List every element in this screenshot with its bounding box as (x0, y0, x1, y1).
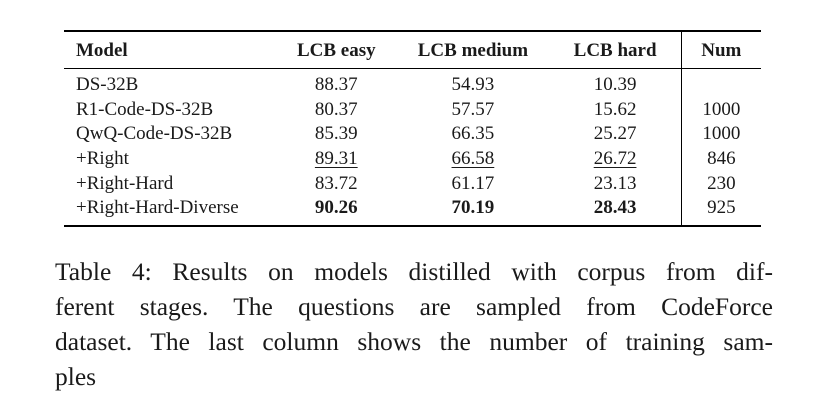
cell-num (680, 68, 761, 98)
caption-line: ferent stages. The questions are sampled… (55, 292, 773, 321)
results-table-container: Model LCB easy LCB medium LCB hard Num D… (64, 30, 761, 227)
header-model: Model (64, 31, 277, 69)
cell-lcb-medium-second-best: 66.58 (396, 147, 549, 172)
header-lcb-medium: LCB medium (396, 31, 550, 69)
header-lcb-easy: LCB easy (276, 31, 397, 69)
table-row: DS-32B 88.37 54.93 10.39 (64, 68, 761, 98)
cell-model: +Right (76, 148, 129, 170)
cell-lcb-medium: 54.93 (451, 74, 495, 96)
header-lcb-hard: LCB hard (549, 31, 682, 69)
cell-lcb-easy-best: 90.26 (314, 197, 358, 219)
caption-line: Table 4: Results on models distilled wit… (55, 257, 773, 286)
cell-lcb-hard: 10.39 (593, 74, 637, 96)
cell-model: QwQ-Code-DS-32B (76, 123, 233, 145)
cell-lcb-easy: 88.37 (314, 74, 358, 96)
underlined-value: 26.72 (593, 148, 637, 170)
cell-lcb-hard-best: 28.43 (593, 197, 637, 219)
table-header-row: Model LCB easy LCB medium LCB hard Num (64, 31, 761, 69)
results-table: Model LCB easy LCB medium LCB hard Num D… (64, 30, 761, 227)
header-num: Num (680, 31, 761, 69)
table-caption: Table 4: Results on models distilled wit… (55, 254, 773, 394)
cell-lcb-easy: 85.39 (314, 123, 358, 145)
cell-num: 1000 (680, 122, 761, 147)
cell-lcb-hard: 25.27 (593, 123, 637, 145)
underlined-value: 66.58 (451, 148, 495, 170)
table-row: +Right 89.31 66.58 26.72 846 (64, 146, 761, 172)
cell-lcb-medium: 66.35 (451, 123, 495, 145)
cell-model: +Right-Hard (76, 172, 174, 194)
cell-model: +Right-Hard-Diverse (76, 197, 239, 219)
table-row: +Right-Hard-Diverse 90.26 70.19 28.43 92… (64, 195, 761, 226)
cell-lcb-easy-second-best: 89.31 (276, 147, 396, 172)
caption-line: dataset. The last column shows the numbe… (55, 327, 773, 356)
table-row: +Right-Hard 83.72 61.17 23.13 230 (64, 171, 761, 196)
table-row: QwQ-Code-DS-32B 85.39 66.35 25.27 1000 (64, 122, 761, 147)
table-row: R1-Code-DS-32B 80.37 57.57 15.62 1000 (64, 97, 761, 123)
cell-num: 230 (680, 171, 761, 196)
cell-model: DS-32B (76, 74, 139, 96)
caption-line: ples (55, 362, 97, 391)
cell-lcb-medium: 61.17 (451, 172, 495, 194)
cell-lcb-medium: 57.57 (451, 98, 495, 120)
cell-lcb-easy: 80.37 (314, 98, 358, 120)
cell-lcb-easy: 83.72 (314, 172, 358, 194)
cell-lcb-medium-best: 70.19 (451, 197, 495, 219)
cell-num: 846 (680, 146, 761, 172)
cell-lcb-hard: 23.13 (593, 172, 637, 194)
cell-model: R1-Code-DS-32B (76, 98, 214, 120)
cell-lcb-hard: 15.62 (593, 98, 637, 120)
cell-lcb-hard-second-best: 26.72 (550, 147, 682, 172)
underlined-value: 89.31 (314, 148, 358, 170)
cell-num: 925 (680, 195, 761, 226)
cell-num: 1000 (680, 97, 761, 123)
